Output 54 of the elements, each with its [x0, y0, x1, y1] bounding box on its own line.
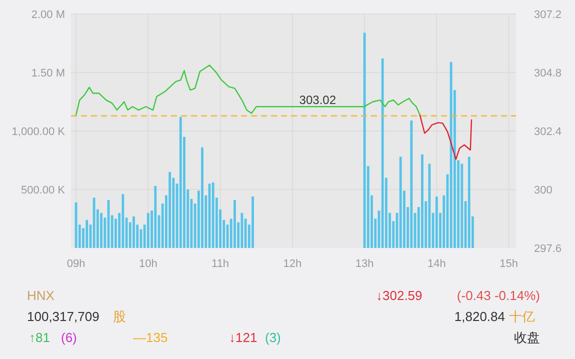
bar [240, 212, 244, 248]
x-tick-label: 12h [283, 258, 302, 270]
y-tick-label: 500.00 K [20, 184, 66, 196]
text: 1,820.84 [454, 309, 505, 324]
y2-tick-label: 302.4 [534, 126, 562, 138]
line-series [75, 64, 420, 116]
text: ↓302.59 [376, 288, 422, 303]
bar [435, 196, 438, 248]
y-tick-label: 1,000.00 K [12, 126, 66, 138]
y-tick-label: 1.50 M [31, 68, 65, 80]
bar [92, 198, 96, 248]
text: 股 [113, 309, 126, 324]
x-tick-label: 14h [427, 258, 446, 270]
x-tick-label: 10h [138, 258, 158, 270]
text: (3) [265, 330, 281, 345]
bar [381, 58, 384, 248]
text: ↓121 [229, 330, 258, 345]
y-tick-label: 2.00 M [31, 9, 65, 21]
bar [399, 156, 402, 248]
bar [168, 172, 172, 248]
bar [410, 120, 413, 248]
bar [122, 194, 124, 248]
y2-tick-label: 297.6 [534, 243, 562, 255]
bar [154, 186, 157, 248]
bar [234, 200, 236, 248]
ref-line-label: 303.02 [299, 92, 336, 107]
x-tick-label: 11h [212, 258, 230, 270]
text: 收盘 [514, 330, 540, 345]
bar [460, 164, 464, 248]
y2-tick-label: 304.8 [534, 68, 562, 80]
text: (6) [61, 330, 77, 345]
bar [252, 196, 254, 248]
bar [86, 220, 88, 248]
bar [146, 212, 150, 248]
bar [450, 62, 452, 248]
y2-tick-label: 300 [534, 184, 552, 196]
bar [201, 147, 204, 248]
x-tick-label: 15h [500, 258, 518, 270]
text: 十亿 [509, 309, 535, 324]
text: —135 [133, 330, 168, 345]
bar [468, 156, 470, 248]
text: 100,317,709 [27, 309, 100, 324]
bar [421, 154, 424, 248]
x-tick-label: 13h [355, 258, 374, 270]
text: ↑81 [29, 330, 50, 345]
bar [179, 116, 182, 248]
y2-tick-label: 307.2 [534, 9, 562, 21]
bar [212, 182, 214, 248]
bar [100, 212, 102, 248]
text: (-0.43 -0.14%) [456, 288, 540, 303]
x-tick-label: 09h [66, 258, 86, 270]
text: HNX [27, 288, 55, 303]
bar [132, 216, 135, 248]
line-series [419, 114, 472, 160]
